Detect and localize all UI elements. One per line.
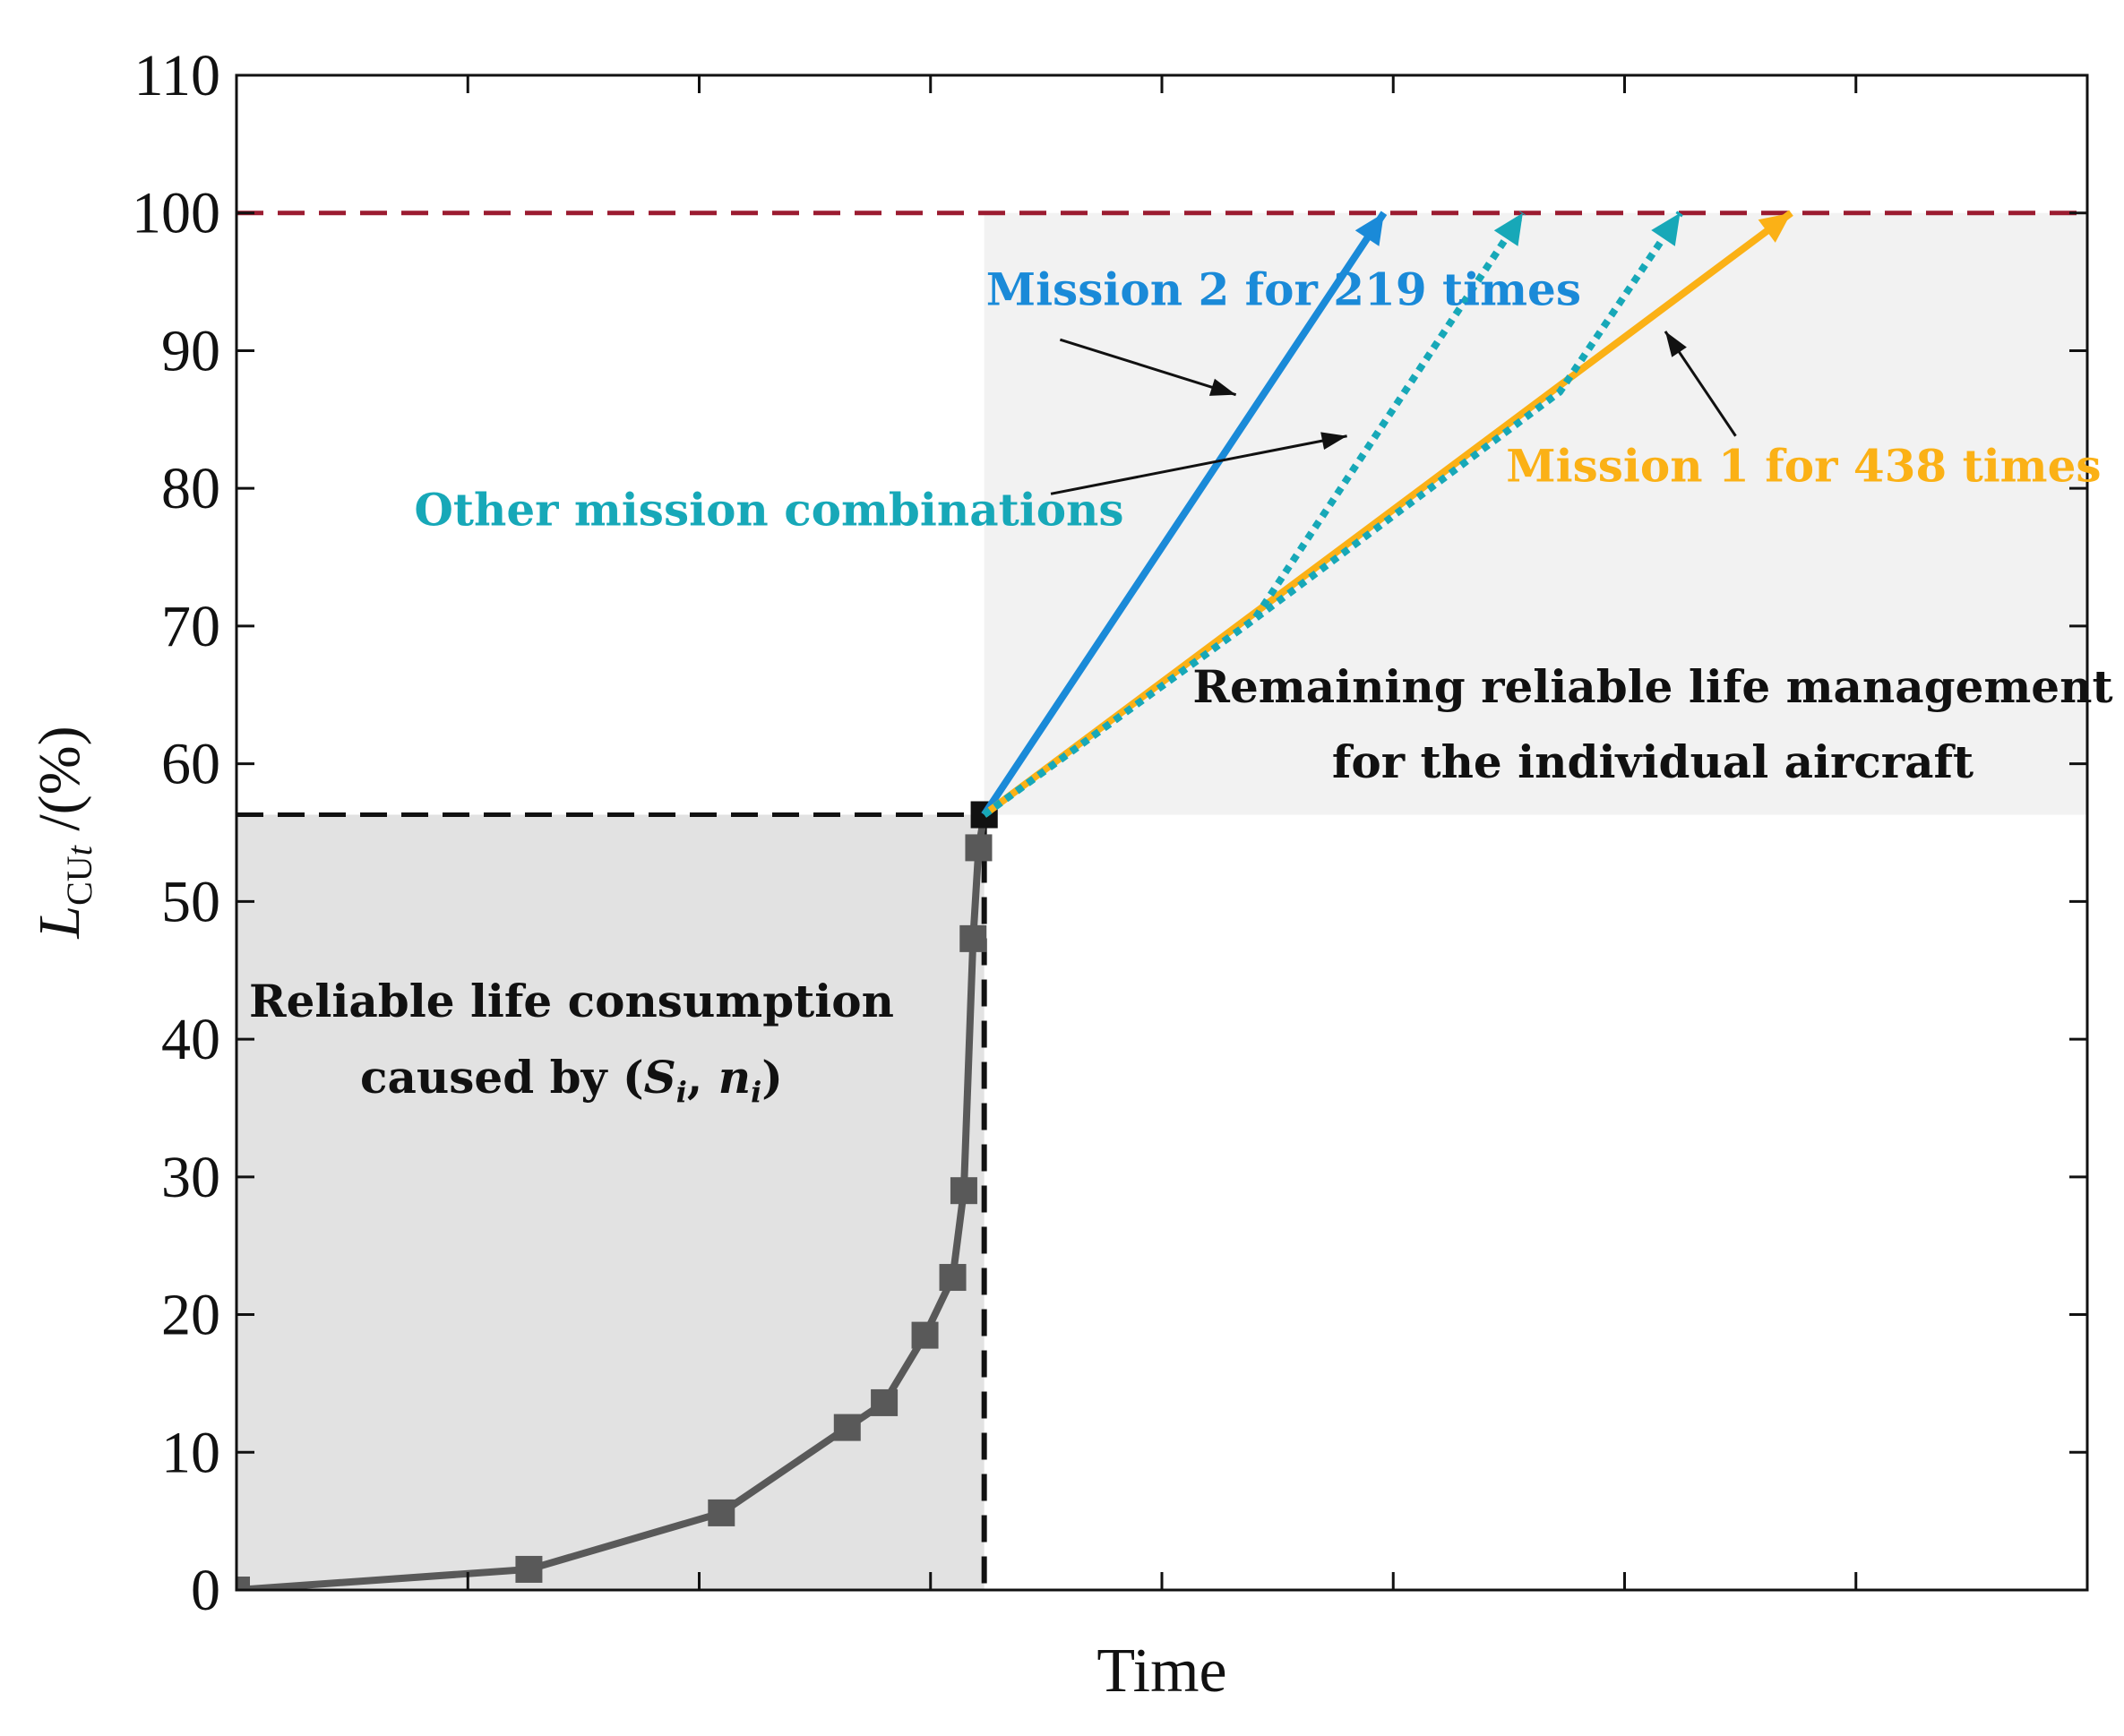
- remaining-region: [984, 212, 2087, 815]
- remaining-region-label-line2: for the individual aircraft: [1332, 735, 1974, 788]
- y-tick-label: 90: [161, 318, 220, 383]
- annotation-arrow-line: [1050, 434, 1347, 495]
- y-axis-title: LCUt /(%): [27, 726, 99, 939]
- consumption-point: [708, 1499, 735, 1526]
- annotation-arrow-line: [1059, 338, 1237, 397]
- consumption-point: [950, 1177, 977, 1205]
- annotation-other-missions: Other mission combinations: [414, 484, 1123, 537]
- consumed-region-label-line1: Reliable life consumption: [249, 975, 894, 1027]
- y-tick-label: 80: [161, 456, 220, 521]
- y-tick-label: 50: [161, 869, 220, 934]
- annotation-mission-2: Mission 2 for 219 times: [986, 263, 1581, 316]
- data-series: [236, 210, 1793, 1590]
- consumed-label-prefix: caused by (: [360, 1051, 644, 1104]
- consumed-label-s-sub: i: [676, 1075, 687, 1109]
- y-axis-title-suffix: /(%): [27, 726, 92, 846]
- annotation-arrowhead: [1320, 432, 1347, 450]
- y-tick-label: 0: [191, 1558, 220, 1623]
- consumption-point: [833, 1414, 861, 1441]
- projection-other-combination-b: [982, 211, 1683, 818]
- annotation-arrowhead: [1208, 378, 1236, 396]
- consumed-label-n-sub: i: [751, 1075, 761, 1109]
- consumed-label-n: n: [718, 1051, 751, 1104]
- y-tick-label: 20: [161, 1283, 220, 1348]
- y-axis-title-subscript-t: t: [59, 845, 99, 855]
- consumption-point: [959, 924, 987, 952]
- annotation-arrowhead: [1664, 331, 1687, 357]
- consumed-label-close: ): [761, 1051, 783, 1104]
- consumption-point: [965, 834, 993, 862]
- y-tick-labels: 0 10 20 30 40 50 60 70 80 90 100 110: [132, 43, 220, 1623]
- projection-arrowhead-mission-1: [1758, 212, 1792, 243]
- consumption-point: [939, 1264, 967, 1292]
- y-tick-label: 30: [161, 1145, 220, 1210]
- shaded-regions: [236, 212, 2087, 1590]
- consumed-region: [236, 814, 985, 1590]
- consumption-point: [871, 1388, 899, 1416]
- consumed-label-s: S: [644, 1051, 676, 1104]
- projection-arrowhead-mission-2: [1354, 212, 1384, 246]
- y-tick-label: 40: [161, 1007, 220, 1072]
- y-tick-label: 70: [161, 594, 220, 659]
- projection-arrowhead-other-combination-b: [1651, 212, 1681, 246]
- axis-ticks: [236, 73, 2087, 1592]
- consumed-region-label-line2: caused by (Si, ni): [360, 1051, 783, 1109]
- annotation-arrows: [1050, 331, 1737, 495]
- x-axis-title: Time: [1096, 1637, 1226, 1706]
- projection-arrowhead-other-combination-a: [1493, 212, 1523, 246]
- y-axis-title-subscript: CU: [59, 855, 99, 906]
- y-tick-label: 110: [133, 43, 220, 108]
- y-axis-title-main: L: [27, 906, 92, 940]
- consumption-point: [236, 1577, 250, 1590]
- y-tick-label: 10: [161, 1420, 220, 1485]
- annotation-mission-1: Mission 1 for 438 times: [1506, 439, 2101, 492]
- consumed-label-comma: ,: [687, 1051, 718, 1104]
- remaining-region-label-line1: Remaining reliable life management: [1192, 660, 2112, 713]
- y-tick-label: 100: [132, 181, 220, 246]
- consumption-point: [515, 1555, 543, 1583]
- y-tick-label: 60: [161, 732, 220, 797]
- consumption-point: [911, 1321, 939, 1349]
- projection-mission-2: [981, 211, 1388, 817]
